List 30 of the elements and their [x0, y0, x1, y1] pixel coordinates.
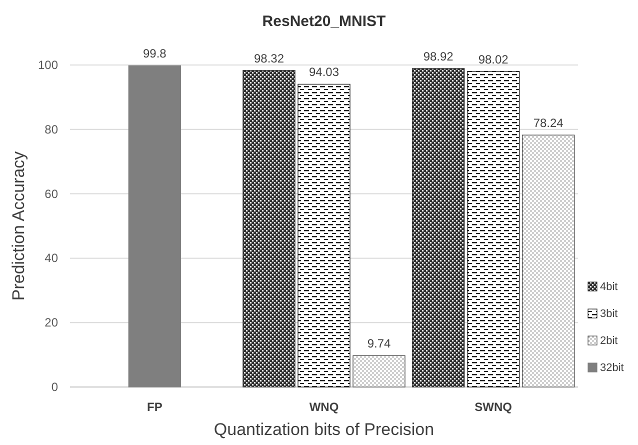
data-label: 98.32: [254, 51, 284, 66]
y-tick-label: 40: [44, 251, 58, 266]
data-label: 99.8: [142, 46, 167, 61]
bar: [128, 65, 182, 388]
legend-label: 3bit: [600, 308, 618, 320]
legend-label: 32bit: [600, 362, 624, 374]
data-label: 94.03: [308, 65, 340, 80]
data-label: 78.24: [533, 116, 564, 130]
x-tick-label: SWNQ: [474, 400, 512, 414]
bar: [466, 71, 520, 388]
x-tick-label: FP: [146, 400, 162, 414]
data-label: 9.74: [367, 336, 391, 351]
legend-label: 2bit: [600, 335, 618, 347]
legend-label: 4bit: [600, 281, 618, 293]
y-tick-label: 100: [38, 58, 58, 72]
data-label: 98.92: [423, 49, 454, 64]
y-tick-label: 20: [44, 316, 58, 330]
chart-title: ResNet20_MNIST: [262, 13, 386, 30]
y-axis-title: Prediction Accuracy: [9, 150, 28, 301]
bar: [242, 70, 296, 388]
bar: [522, 134, 575, 388]
data-label: 98.02: [478, 52, 509, 66]
y-tick-label: 0: [51, 380, 58, 394]
y-tick-label: 60: [44, 186, 58, 201]
x-tick-label: WNQ: [309, 400, 339, 414]
y-tick-label: 80: [44, 122, 58, 136]
bar: [412, 68, 465, 388]
bar: [298, 84, 350, 388]
bar: [352, 355, 406, 388]
x-axis-title: Quantization bits of Precision: [214, 420, 434, 439]
